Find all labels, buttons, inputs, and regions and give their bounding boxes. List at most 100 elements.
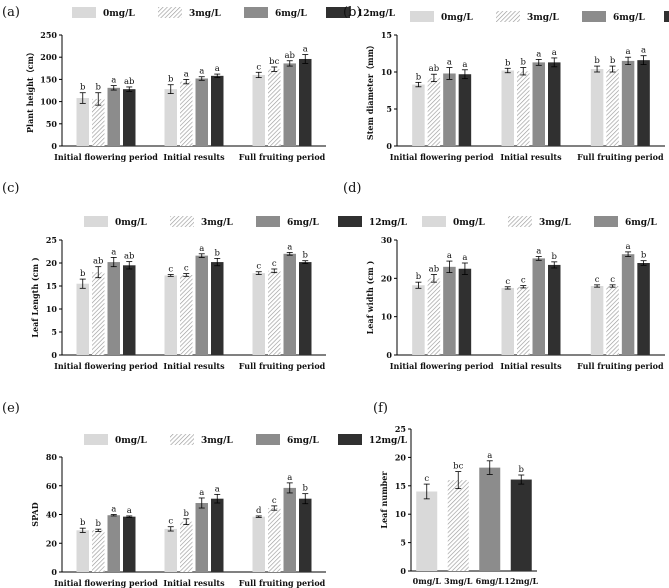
significance-letter: b — [80, 83, 86, 93]
significance-letter: b — [610, 56, 616, 66]
significance-letter: b — [80, 269, 86, 279]
significance-letter: a — [641, 46, 646, 56]
bar — [252, 516, 265, 572]
legend-swatch-4 — [664, 11, 669, 22]
significance-letter: ab — [124, 252, 135, 262]
legend-swatch-1 — [410, 11, 434, 22]
bar — [479, 467, 501, 571]
bar — [458, 74, 472, 146]
bar — [447, 480, 469, 571]
significance-letter: c — [521, 276, 526, 286]
legend-swatch-1 — [72, 7, 96, 18]
bar — [76, 530, 89, 572]
significance-letter: a — [199, 67, 204, 77]
significance-letter: a — [303, 45, 308, 55]
legend-label-1: 0mg/L — [103, 9, 135, 19]
bar — [299, 498, 312, 572]
bar — [92, 98, 105, 146]
y-tick-label: 0 — [386, 350, 392, 360]
significance-letter: a — [487, 451, 492, 461]
bar — [606, 69, 619, 146]
y-tick-label: 15 — [381, 30, 392, 40]
x-category-label: Initial flowering period — [54, 578, 158, 588]
significance-letter: b — [641, 251, 647, 261]
legend-label-3: 6mg/L — [287, 436, 319, 446]
legend-swatch-3 — [244, 7, 268, 18]
y-tick-label: 10 — [46, 304, 58, 314]
x-category-label: Initial flowering period — [390, 152, 494, 162]
legend-swatch-1 — [422, 216, 446, 227]
significance-letter: ab — [429, 64, 440, 74]
significance-letter: b — [521, 58, 527, 68]
legend-swatch-1 — [84, 216, 108, 227]
x-category-label: Initial results — [500, 152, 562, 162]
y-tick-label: 0 — [51, 567, 57, 577]
x-category-label: Full fruiting period — [239, 361, 326, 371]
bar — [92, 530, 105, 572]
legend-swatch-3 — [256, 216, 280, 227]
significance-letter: ab — [93, 257, 104, 267]
bar — [532, 258, 545, 355]
significance-letter: b — [552, 252, 558, 262]
significance-letter: ab — [429, 265, 440, 275]
legend-swatch-2 — [158, 7, 182, 18]
y-tick-label: 80 — [46, 452, 58, 462]
significance-letter: b — [416, 72, 422, 82]
bar — [621, 254, 635, 355]
panel-label-f: (f) — [373, 401, 388, 416]
legend-label-3: 6mg/L — [613, 13, 645, 23]
bar — [501, 287, 514, 355]
y-tick-label: 15 — [46, 281, 57, 291]
significance-letter: a — [111, 505, 116, 515]
y-tick-label: 150 — [40, 74, 57, 84]
significance-letter: a — [462, 60, 467, 70]
bar — [252, 74, 265, 146]
legend-swatch-3 — [582, 11, 606, 22]
legend-swatch-3 — [256, 434, 280, 445]
significance-letter: b — [168, 75, 174, 85]
legend-label-2: 3mg/L — [201, 218, 233, 228]
significance-letter: c — [256, 62, 261, 72]
significance-letter: b — [416, 272, 422, 282]
x-category-label: 12mg/L — [504, 576, 538, 586]
significance-letter: c — [610, 275, 615, 285]
significance-letter: ab — [284, 51, 295, 61]
x-category-label: 0mg/L — [413, 576, 442, 586]
significance-letter: a — [626, 242, 631, 252]
legend-label-3: 6mg/L — [287, 218, 319, 228]
significance-letter: c — [595, 275, 600, 285]
bar — [637, 60, 650, 146]
bar — [517, 286, 530, 355]
legend-label-4: 12mg/L — [369, 436, 408, 446]
x-category-label: Initial results — [500, 361, 562, 371]
bar — [180, 81, 193, 146]
significance-letter: b — [519, 465, 525, 475]
panel-label-e: (e) — [2, 401, 20, 416]
bar — [164, 89, 177, 146]
y-tick-label: 5 — [51, 327, 57, 337]
y-tick-label: 200 — [40, 52, 57, 62]
x-category-label: 6mg/L — [476, 576, 505, 586]
y-tick-label: 25 — [46, 235, 57, 245]
x-category-label: Initial results — [163, 361, 225, 371]
x-category-label: 3mg/L — [444, 576, 473, 586]
y-axis-label: SPAD — [30, 502, 40, 526]
significance-letter: a — [184, 69, 189, 79]
significance-letter: b — [594, 56, 600, 66]
y-tick-label: 0 — [51, 350, 57, 360]
significance-letter: a — [287, 473, 292, 483]
significance-letter: b — [96, 83, 102, 93]
bar — [621, 60, 635, 146]
significance-letter: c — [424, 474, 429, 484]
bar — [501, 70, 514, 146]
significance-letter: a — [215, 64, 220, 74]
y-tick-label: 60 — [46, 481, 58, 491]
significance-letter: a — [447, 58, 452, 68]
y-tick-label: 40 — [46, 510, 58, 520]
significance-letter: a — [199, 244, 204, 254]
bar — [268, 69, 281, 146]
